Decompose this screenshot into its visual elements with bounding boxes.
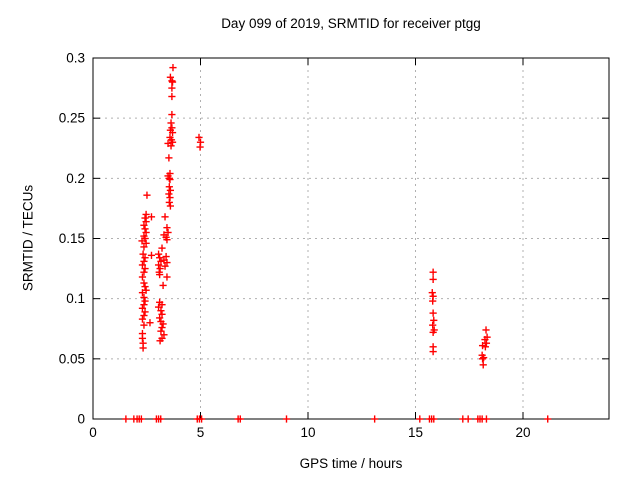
- y-tick-label: 0.2: [66, 171, 85, 186]
- axis-ticks: [92, 57, 609, 420]
- y-tick-label: 0.1: [66, 291, 85, 306]
- y-tick-label: 0.05: [59, 351, 85, 366]
- y-tick-label: 0: [77, 412, 85, 427]
- tick-labels: 0 5 10 15 20 0 0.05 0.1 0.15 0.2 0.25 0.3: [59, 51, 531, 441]
- x-tick-label: 10: [300, 425, 315, 440]
- data-points: [122, 64, 552, 423]
- y-tick-label: 0.15: [59, 231, 85, 246]
- y-tick-label: 0.3: [66, 51, 85, 66]
- grid-lines: [93, 58, 609, 419]
- x-tick-label: 15: [408, 425, 423, 440]
- chart-title: Day 099 of 2019, SRMTID for receiver ptg…: [221, 16, 481, 31]
- x-tick-label: 20: [515, 425, 530, 440]
- x-tick-label: 0: [89, 425, 97, 440]
- x-tick-label: 5: [197, 425, 205, 440]
- x-axis-label: GPS time / hours: [299, 456, 403, 471]
- y-tick-label: 0.25: [59, 111, 85, 126]
